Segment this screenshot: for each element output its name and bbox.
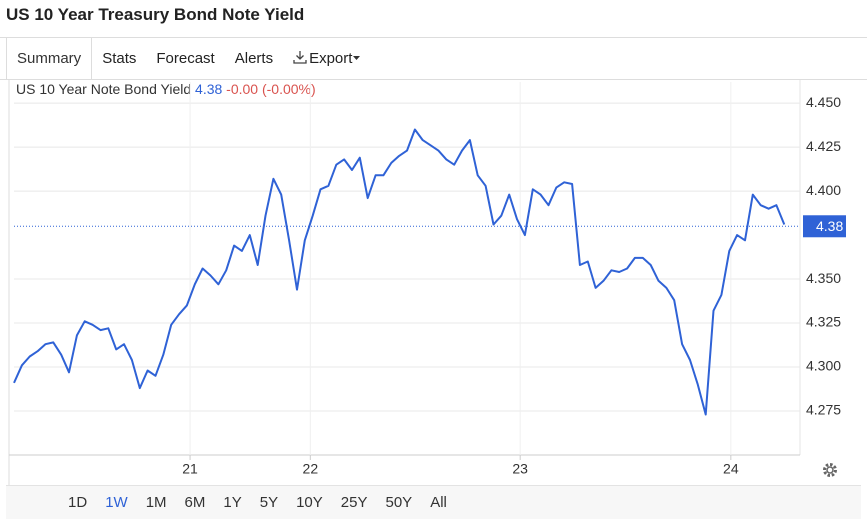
y-tick-label: 4.350	[806, 270, 841, 286]
series-line	[13, 128, 786, 416]
page-title: US 10 Year Treasury Bond Note Yield	[6, 5, 305, 24]
chart: US 10 Year Note Bond Yield 4.38 -0.00 (-…	[8, 80, 846, 485]
last-value-badge	[803, 215, 846, 238]
x-tick-label: 22	[303, 461, 319, 477]
range-button[interactable]: 1W	[105, 494, 128, 511]
y-tick-label: 4.400	[806, 182, 841, 198]
legend-name: US 10 Year Note Bond Yield	[16, 81, 191, 97]
range-button[interactable]: 1Y	[223, 494, 242, 511]
y-tick-label: 4.300	[806, 358, 841, 374]
caret	[353, 56, 361, 60]
range-button[interactable]: 5Y	[259, 494, 279, 511]
last-value-label: 4.38	[816, 218, 843, 234]
range-bar: 1D 1W 1M 6M 1Y 5Y 10Y 25Y 50Y All	[6, 485, 861, 519]
legend-change: -0.00	[226, 81, 258, 97]
y-tick-label: 4.425	[806, 138, 841, 154]
range-button[interactable]: 1D	[68, 494, 88, 511]
range-button[interactable]: 25Y	[340, 494, 368, 511]
tab[interactable]: Stats	[102, 50, 137, 67]
tab[interactable]: Forecast	[156, 50, 215, 67]
range-button[interactable]: All	[430, 494, 447, 511]
tab[interactable]: Alerts	[234, 50, 274, 67]
tab[interactable]: Export	[283, 38, 372, 79]
y-tick-label: 4.325	[806, 314, 841, 330]
range-button[interactable]: 10Y	[296, 494, 323, 511]
range-button[interactable]: 6M	[184, 494, 206, 511]
settings-icon[interactable]	[823, 463, 837, 477]
tab-bar: Summary Stats Forecast Alerts Export	[0, 37, 867, 80]
x-tick-label: 21	[182, 461, 198, 477]
y-tick-label: 4.275	[806, 402, 841, 418]
legend-change-pct: (-0.00%)	[262, 81, 316, 97]
tab[interactable]: Summary	[6, 38, 93, 79]
x-tick-label: 23	[512, 461, 528, 477]
range-button[interactable]: 1M	[145, 494, 167, 511]
legend: US 10 Year Note Bond Yield 4.38 -0.00 (-…	[16, 81, 316, 97]
download-icon	[293, 51, 307, 64]
range-button[interactable]: 50Y	[385, 494, 413, 511]
legend-last: 4.38	[195, 81, 222, 97]
y-tick-label: 4.450	[806, 94, 841, 110]
x-tick-label: 24	[723, 461, 739, 477]
